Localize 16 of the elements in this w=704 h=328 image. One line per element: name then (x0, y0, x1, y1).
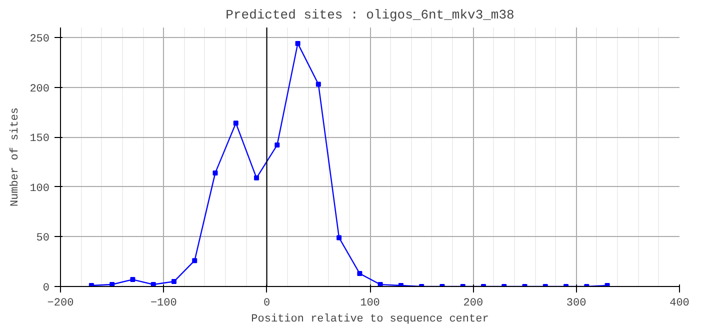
y-tick-label: 50 (36, 232, 50, 245)
x-tick-label: 300 (566, 298, 586, 310)
y-tick-label: 0 (42, 282, 50, 294)
x-tick-label: −100 (150, 298, 177, 310)
x-tick-label: 400 (670, 298, 690, 310)
y-tick-label: 150 (30, 133, 50, 146)
x-axis-title: Position relative to sequence center (251, 314, 489, 326)
y-tick-label: 100 (30, 182, 50, 195)
y-tick-label: 200 (30, 83, 50, 96)
x-tick-label: 100 (360, 298, 380, 310)
x-tick-label: 0 (264, 298, 270, 310)
chart-title: Predicted sites : oligos_6nt_mkv3_m38 (226, 8, 514, 22)
x-tick-label: 200 (463, 298, 484, 310)
y-tick-label: 250 (30, 33, 50, 46)
y-axis-title: Number of sites (10, 107, 22, 207)
x-tick-label: −200 (47, 298, 74, 310)
